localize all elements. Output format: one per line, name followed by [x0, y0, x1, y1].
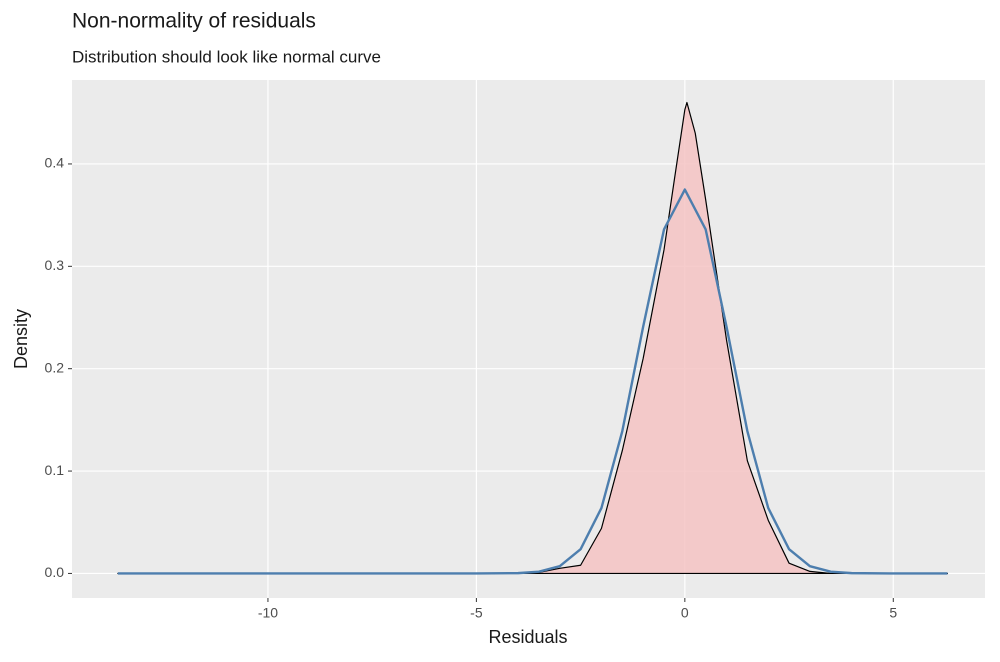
y-tick-label: 0.1: [45, 462, 65, 478]
y-tick-label: 0.2: [45, 359, 65, 375]
x-tick-label: -10: [258, 605, 278, 621]
y-tick-label: 0.3: [45, 257, 65, 273]
x-tick-label: 5: [889, 605, 897, 621]
chart-subtitle: Distribution should look like normal cur…: [72, 47, 381, 66]
density-area: [117, 101, 949, 575]
y-tick-label: 0.0: [45, 564, 65, 580]
y-tick-label: 0.4: [45, 155, 65, 171]
x-tick-label: 0: [681, 605, 689, 621]
y-axis-label: Density: [11, 309, 31, 369]
x-tick-label: -5: [470, 605, 483, 621]
x-axis-label: Residuals: [488, 627, 567, 647]
normal-curve: [117, 188, 948, 575]
plot-panel: [72, 80, 985, 598]
chart-title: Non-normality of residuals: [72, 10, 316, 33]
